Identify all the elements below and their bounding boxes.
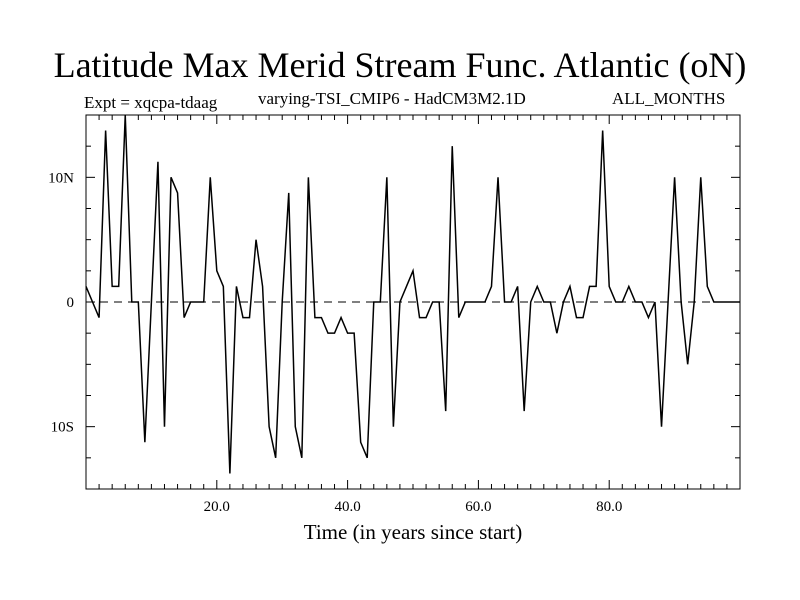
chart-subtitle: varying-TSI_CMIP6 - HadCM3M2.1D <box>258 89 526 108</box>
x-tick-label: 80.0 <box>596 499 622 515</box>
chart-title: Latitude Max Merid Stream Func. Atlantic… <box>53 45 747 85</box>
x-tick-label: 40.0 <box>334 499 360 515</box>
x-tick-label: 20.0 <box>204 499 230 515</box>
x-axis-label: Time (in years since start) <box>303 520 523 544</box>
y-tick-label: 10S <box>51 420 74 436</box>
tick-labels: 20.0 40.0 60.0 80.0 10N 0 10S <box>48 170 622 515</box>
experiment-label: Expt = xqcpa-tdaag <box>84 93 218 112</box>
y-tick-label: 10N <box>48 170 74 186</box>
months-label: ALL_MONTHS <box>612 89 726 108</box>
axis-ticks <box>86 115 740 489</box>
y-tick-label: 0 <box>67 295 75 311</box>
x-tick-label: 60.0 <box>465 499 491 515</box>
series-line <box>85 114 740 474</box>
